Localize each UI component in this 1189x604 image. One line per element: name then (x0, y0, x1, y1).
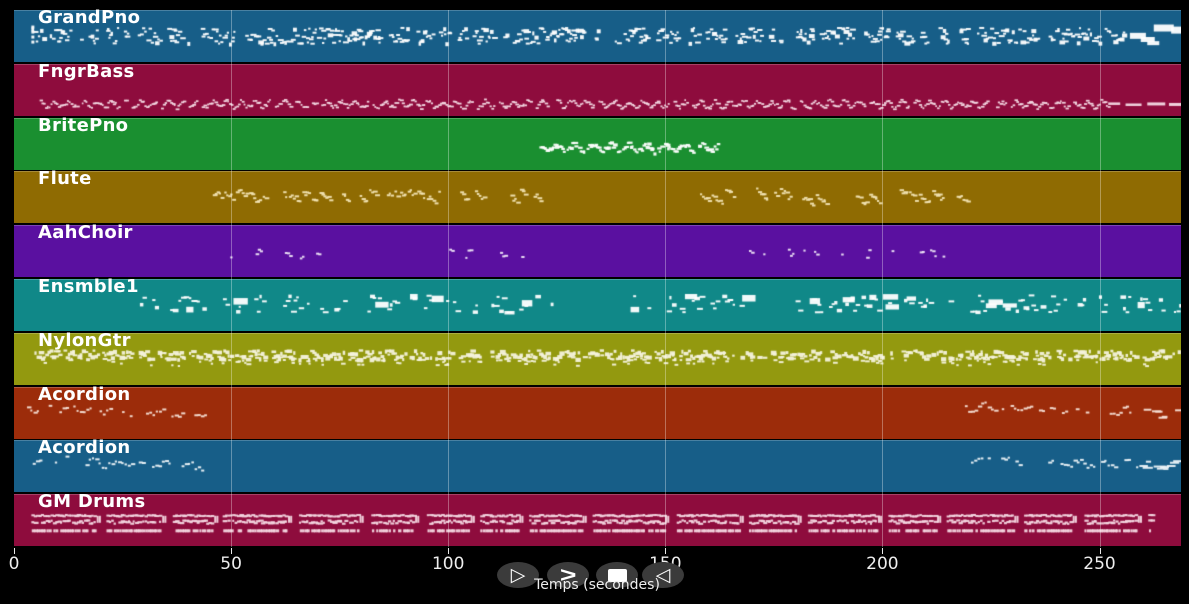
track-notes-canvas (14, 64, 1181, 117)
x-axis-tick (448, 548, 450, 554)
x-axis-tick-label: 200 (866, 554, 899, 574)
track-notes-canvas (14, 495, 1181, 548)
track-band: GrandPno (14, 7, 1181, 63)
track-label: Flute (38, 168, 92, 190)
track-band: FngrBass (14, 60, 1181, 117)
x-axis-tick-label: 100 (431, 554, 465, 574)
track-label: NylonGtr (38, 329, 131, 351)
track-label: Acordion (38, 437, 131, 459)
x-axis-tick-label: 50 (220, 554, 242, 574)
x-axis-tick (882, 548, 884, 554)
x-axis-tick (231, 548, 233, 554)
track-label: BritePno (38, 114, 129, 136)
fast-forward-button[interactable]: > (547, 562, 589, 588)
track-band: Acordion (14, 383, 1181, 440)
track-notes-canvas (14, 387, 1181, 440)
track-notes-canvas (14, 441, 1181, 494)
rewind-icon: ◁ (655, 563, 671, 586)
x-axis-tick (1099, 548, 1101, 554)
track-band: Flute (14, 168, 1181, 225)
play-icon: ▷ (510, 563, 526, 586)
x-axis-label: Temps (secondes) (534, 577, 660, 593)
time-gridline (231, 10, 233, 547)
track-label: AahChoir (38, 222, 133, 244)
x-axis-tick-label: 0 (8, 554, 20, 574)
play-button[interactable]: ▷ (497, 562, 539, 588)
track-notes-canvas (14, 11, 1181, 63)
track-notes-canvas (14, 226, 1181, 279)
x-axis-tick (14, 548, 15, 554)
time-gridline (882, 10, 884, 547)
fast-forward-icon: > (559, 563, 577, 587)
track-band: GM Drums (14, 491, 1181, 548)
track-band: AahChoir (14, 222, 1181, 279)
x-axis-tick (665, 548, 667, 554)
stop-button[interactable] (596, 562, 638, 588)
track-band: BritePno (14, 114, 1181, 171)
time-gridline (1099, 10, 1101, 547)
x-axis-tick-label: 250 (1083, 554, 1116, 574)
time-gridline (665, 10, 667, 547)
time-gridline (448, 10, 450, 547)
track-notes-canvas (14, 118, 1181, 171)
track-label: FngrBass (38, 60, 135, 82)
track-notes-canvas (14, 280, 1181, 332)
track-label: GrandPno (38, 7, 141, 28)
track-label: Acordion (38, 383, 131, 405)
track-band: NylonGtr (14, 329, 1181, 386)
track-band: Ensmble1 (14, 276, 1181, 332)
track-band: Acordion (14, 437, 1181, 494)
track-label: GM Drums (38, 491, 146, 513)
rewind-button[interactable]: ◁ (642, 562, 684, 588)
track-notes-canvas (14, 333, 1181, 386)
stop-icon (607, 568, 627, 582)
track-label: Ensmble1 (38, 276, 139, 297)
track-notes-canvas (14, 172, 1181, 225)
